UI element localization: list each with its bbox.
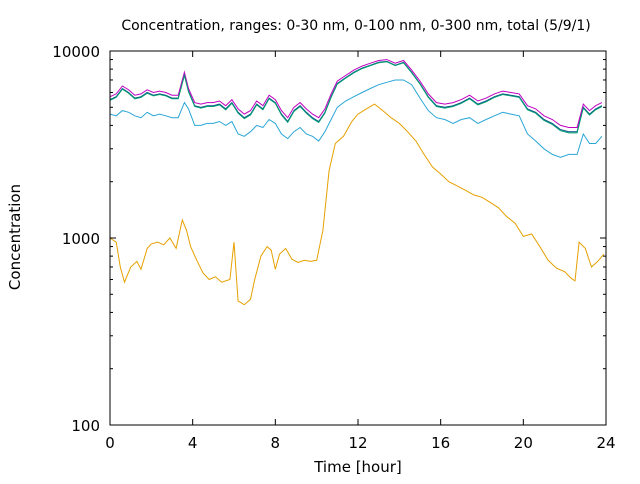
series-line-1 bbox=[109, 103, 605, 306]
x-tick-label: 16 bbox=[431, 434, 450, 452]
series-group bbox=[109, 59, 605, 306]
series-line-4 bbox=[109, 59, 603, 128]
x-tick-label: 20 bbox=[514, 434, 533, 452]
y-tick-label: 100 bbox=[71, 417, 100, 435]
ticks-group: 0 4 8 12 16 20 24 100 1000 10000 bbox=[52, 43, 615, 452]
x-tick-label: 8 bbox=[271, 434, 281, 452]
series-line-5 bbox=[109, 61, 603, 134]
x-tick-label: 12 bbox=[348, 434, 367, 452]
y-tick-label: 10000 bbox=[52, 43, 100, 61]
x-tick-label: 24 bbox=[596, 434, 615, 452]
plot-frame bbox=[109, 50, 607, 426]
y-tick-label: 1000 bbox=[62, 230, 100, 248]
x-tick-label: 4 bbox=[188, 434, 198, 452]
series-line-2 bbox=[109, 79, 603, 158]
x-tick-label: 0 bbox=[105, 434, 115, 452]
chart-title: Concentration, ranges: 0-30 nm, 0-100 nm… bbox=[121, 18, 590, 34]
x-axis-label: Time [hour] bbox=[313, 458, 402, 476]
y-axis-label: Concentration bbox=[6, 184, 24, 290]
